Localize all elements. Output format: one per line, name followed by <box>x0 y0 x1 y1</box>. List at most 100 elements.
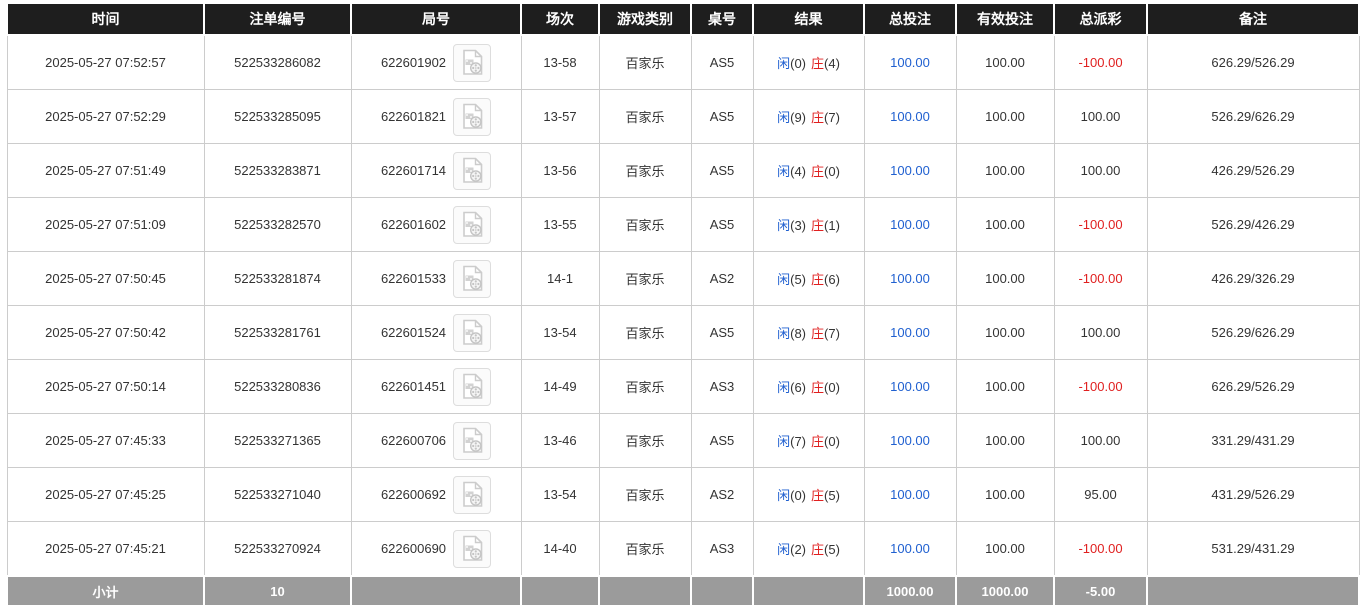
total-bet-cell[interactable]: 100.00 <box>863 413 957 468</box>
total-bet-cell[interactable]: 100.00 <box>863 197 957 252</box>
player-count: (0) <box>790 488 806 503</box>
round-no: 622601533 <box>380 271 447 286</box>
session-cell: 13-56 <box>520 143 600 198</box>
subtotal-empty-table <box>690 575 754 607</box>
remark-cell: 426.29/326.29 <box>1146 251 1360 306</box>
valid-bet-cell: 100.00 <box>955 89 1055 144</box>
total-bet-cell[interactable]: 100.00 <box>863 143 957 198</box>
time-cell: 2025-05-27 07:50:42 <box>6 305 205 360</box>
video-replay-button[interactable] <box>453 259 492 298</box>
session-cell: 13-58 <box>520 34 600 90</box>
payout-cell: -100.00 <box>1053 359 1148 414</box>
col-header-bet-no: 注单编号 <box>203 2 352 36</box>
subtotal-empty-result <box>752 575 865 607</box>
round-no-cell: 622600692 <box>350 467 522 522</box>
round-no-cell: 622601902 <box>350 34 522 90</box>
time-cell: 2025-05-27 07:52:29 <box>6 89 205 144</box>
game-type-cell: 百家乐 <box>598 413 692 468</box>
bet-no-cell: 522533282570 <box>203 197 352 252</box>
time-cell: 2025-05-27 07:50:45 <box>6 251 205 306</box>
round-no: 622601451 <box>380 379 447 394</box>
payout-cell: -100.00 <box>1053 197 1148 252</box>
banker-count: (1) <box>824 218 840 233</box>
video-replay-button[interactable] <box>453 43 492 82</box>
total-bet-cell[interactable]: 100.00 <box>863 34 957 90</box>
banker-count: (5) <box>824 488 840 503</box>
time-cell: 2025-05-27 07:52:57 <box>6 34 205 90</box>
bet-no-cell: 522533281874 <box>203 251 352 306</box>
valid-bet-cell: 100.00 <box>955 413 1055 468</box>
table-no-cell: AS5 <box>690 305 754 360</box>
game-type-cell: 百家乐 <box>598 143 692 198</box>
video-file-icon <box>461 427 484 454</box>
video-file-icon <box>461 265 484 292</box>
banker-label: 庄 <box>811 488 825 503</box>
banker-label: 庄 <box>811 542 825 557</box>
result-cell: 闲(2) 庄(5) <box>752 521 865 577</box>
bet-no-cell: 522533271040 <box>203 467 352 522</box>
total-bet-cell[interactable]: 100.00 <box>863 89 957 144</box>
video-replay-button[interactable] <box>453 151 492 190</box>
remark-cell: 331.29/431.29 <box>1146 413 1360 468</box>
bet-records-table: 时间 注单编号 局号 场次 游戏类别 桌号 结果 总投注 有效投注 总派彩 备注… <box>6 2 1360 607</box>
total-bet-cell[interactable]: 100.00 <box>863 251 957 306</box>
video-replay-button[interactable] <box>453 475 492 514</box>
bet-no-cell: 522533285095 <box>203 89 352 144</box>
table-no-cell: AS3 <box>690 521 754 577</box>
round-no: 622601902 <box>380 55 447 70</box>
player-label: 闲 <box>777 56 791 71</box>
round-no-cell: 622601524 <box>350 305 522 360</box>
player-count: (8) <box>790 326 806 341</box>
table-no-cell: AS2 <box>690 467 754 522</box>
table-no-cell: AS5 <box>690 197 754 252</box>
round-no: 622600706 <box>380 433 447 448</box>
video-replay-button[interactable] <box>453 529 492 568</box>
result-cell: 闲(3) 庄(1) <box>752 197 865 252</box>
video-file-icon <box>461 319 484 346</box>
result-cell: 闲(0) 庄(5) <box>752 467 865 522</box>
valid-bet-cell: 100.00 <box>955 521 1055 577</box>
video-replay-button[interactable] <box>453 421 492 460</box>
subtotal-count: 10 <box>203 575 352 607</box>
banker-label: 庄 <box>811 164 825 179</box>
result-cell: 闲(0) 庄(4) <box>752 34 865 90</box>
player-label: 闲 <box>777 272 791 287</box>
result-cell: 闲(5) 庄(6) <box>752 251 865 306</box>
round-no-cell: 622601533 <box>350 251 522 306</box>
remark-cell: 526.29/426.29 <box>1146 197 1360 252</box>
banker-label: 庄 <box>811 56 825 71</box>
col-header-time: 时间 <box>6 2 205 36</box>
subtotal-row: 小计 10 1000.00 1000.00 -5.00 <box>6 575 1360 607</box>
session-cell: 13-54 <box>520 467 600 522</box>
table-row: 2025-05-27 07:50:45 522533281874 6226015… <box>6 251 1360 306</box>
total-bet-cell[interactable]: 100.00 <box>863 521 957 577</box>
total-bet-cell[interactable]: 100.00 <box>863 467 957 522</box>
video-file-icon <box>461 49 484 76</box>
table-no-cell: AS5 <box>690 143 754 198</box>
video-file-icon <box>461 157 484 184</box>
col-header-session: 场次 <box>520 2 600 36</box>
video-replay-button[interactable] <box>453 97 492 136</box>
total-bet-cell[interactable]: 100.00 <box>863 359 957 414</box>
table-row: 2025-05-27 07:52:29 522533285095 6226018… <box>6 89 1360 144</box>
bet-no-cell: 522533286082 <box>203 34 352 90</box>
player-label: 闲 <box>777 218 791 233</box>
table-row: 2025-05-27 07:50:14 522533280836 6226014… <box>6 359 1360 414</box>
video-replay-button[interactable] <box>453 205 492 244</box>
video-replay-button[interactable] <box>453 313 492 352</box>
total-bet-cell[interactable]: 100.00 <box>863 305 957 360</box>
payout-cell: -100.00 <box>1053 34 1148 90</box>
player-label: 闲 <box>777 542 791 557</box>
player-count: (6) <box>790 380 806 395</box>
session-cell: 13-57 <box>520 89 600 144</box>
result-cell: 闲(8) 庄(7) <box>752 305 865 360</box>
valid-bet-cell: 100.00 <box>955 305 1055 360</box>
player-label: 闲 <box>777 380 791 395</box>
banker-count: (4) <box>824 56 840 71</box>
session-cell: 14-49 <box>520 359 600 414</box>
video-replay-button[interactable] <box>453 367 492 406</box>
subtotal-empty-session <box>520 575 600 607</box>
banker-count: (0) <box>824 380 840 395</box>
valid-bet-cell: 100.00 <box>955 467 1055 522</box>
player-count: (2) <box>790 542 806 557</box>
